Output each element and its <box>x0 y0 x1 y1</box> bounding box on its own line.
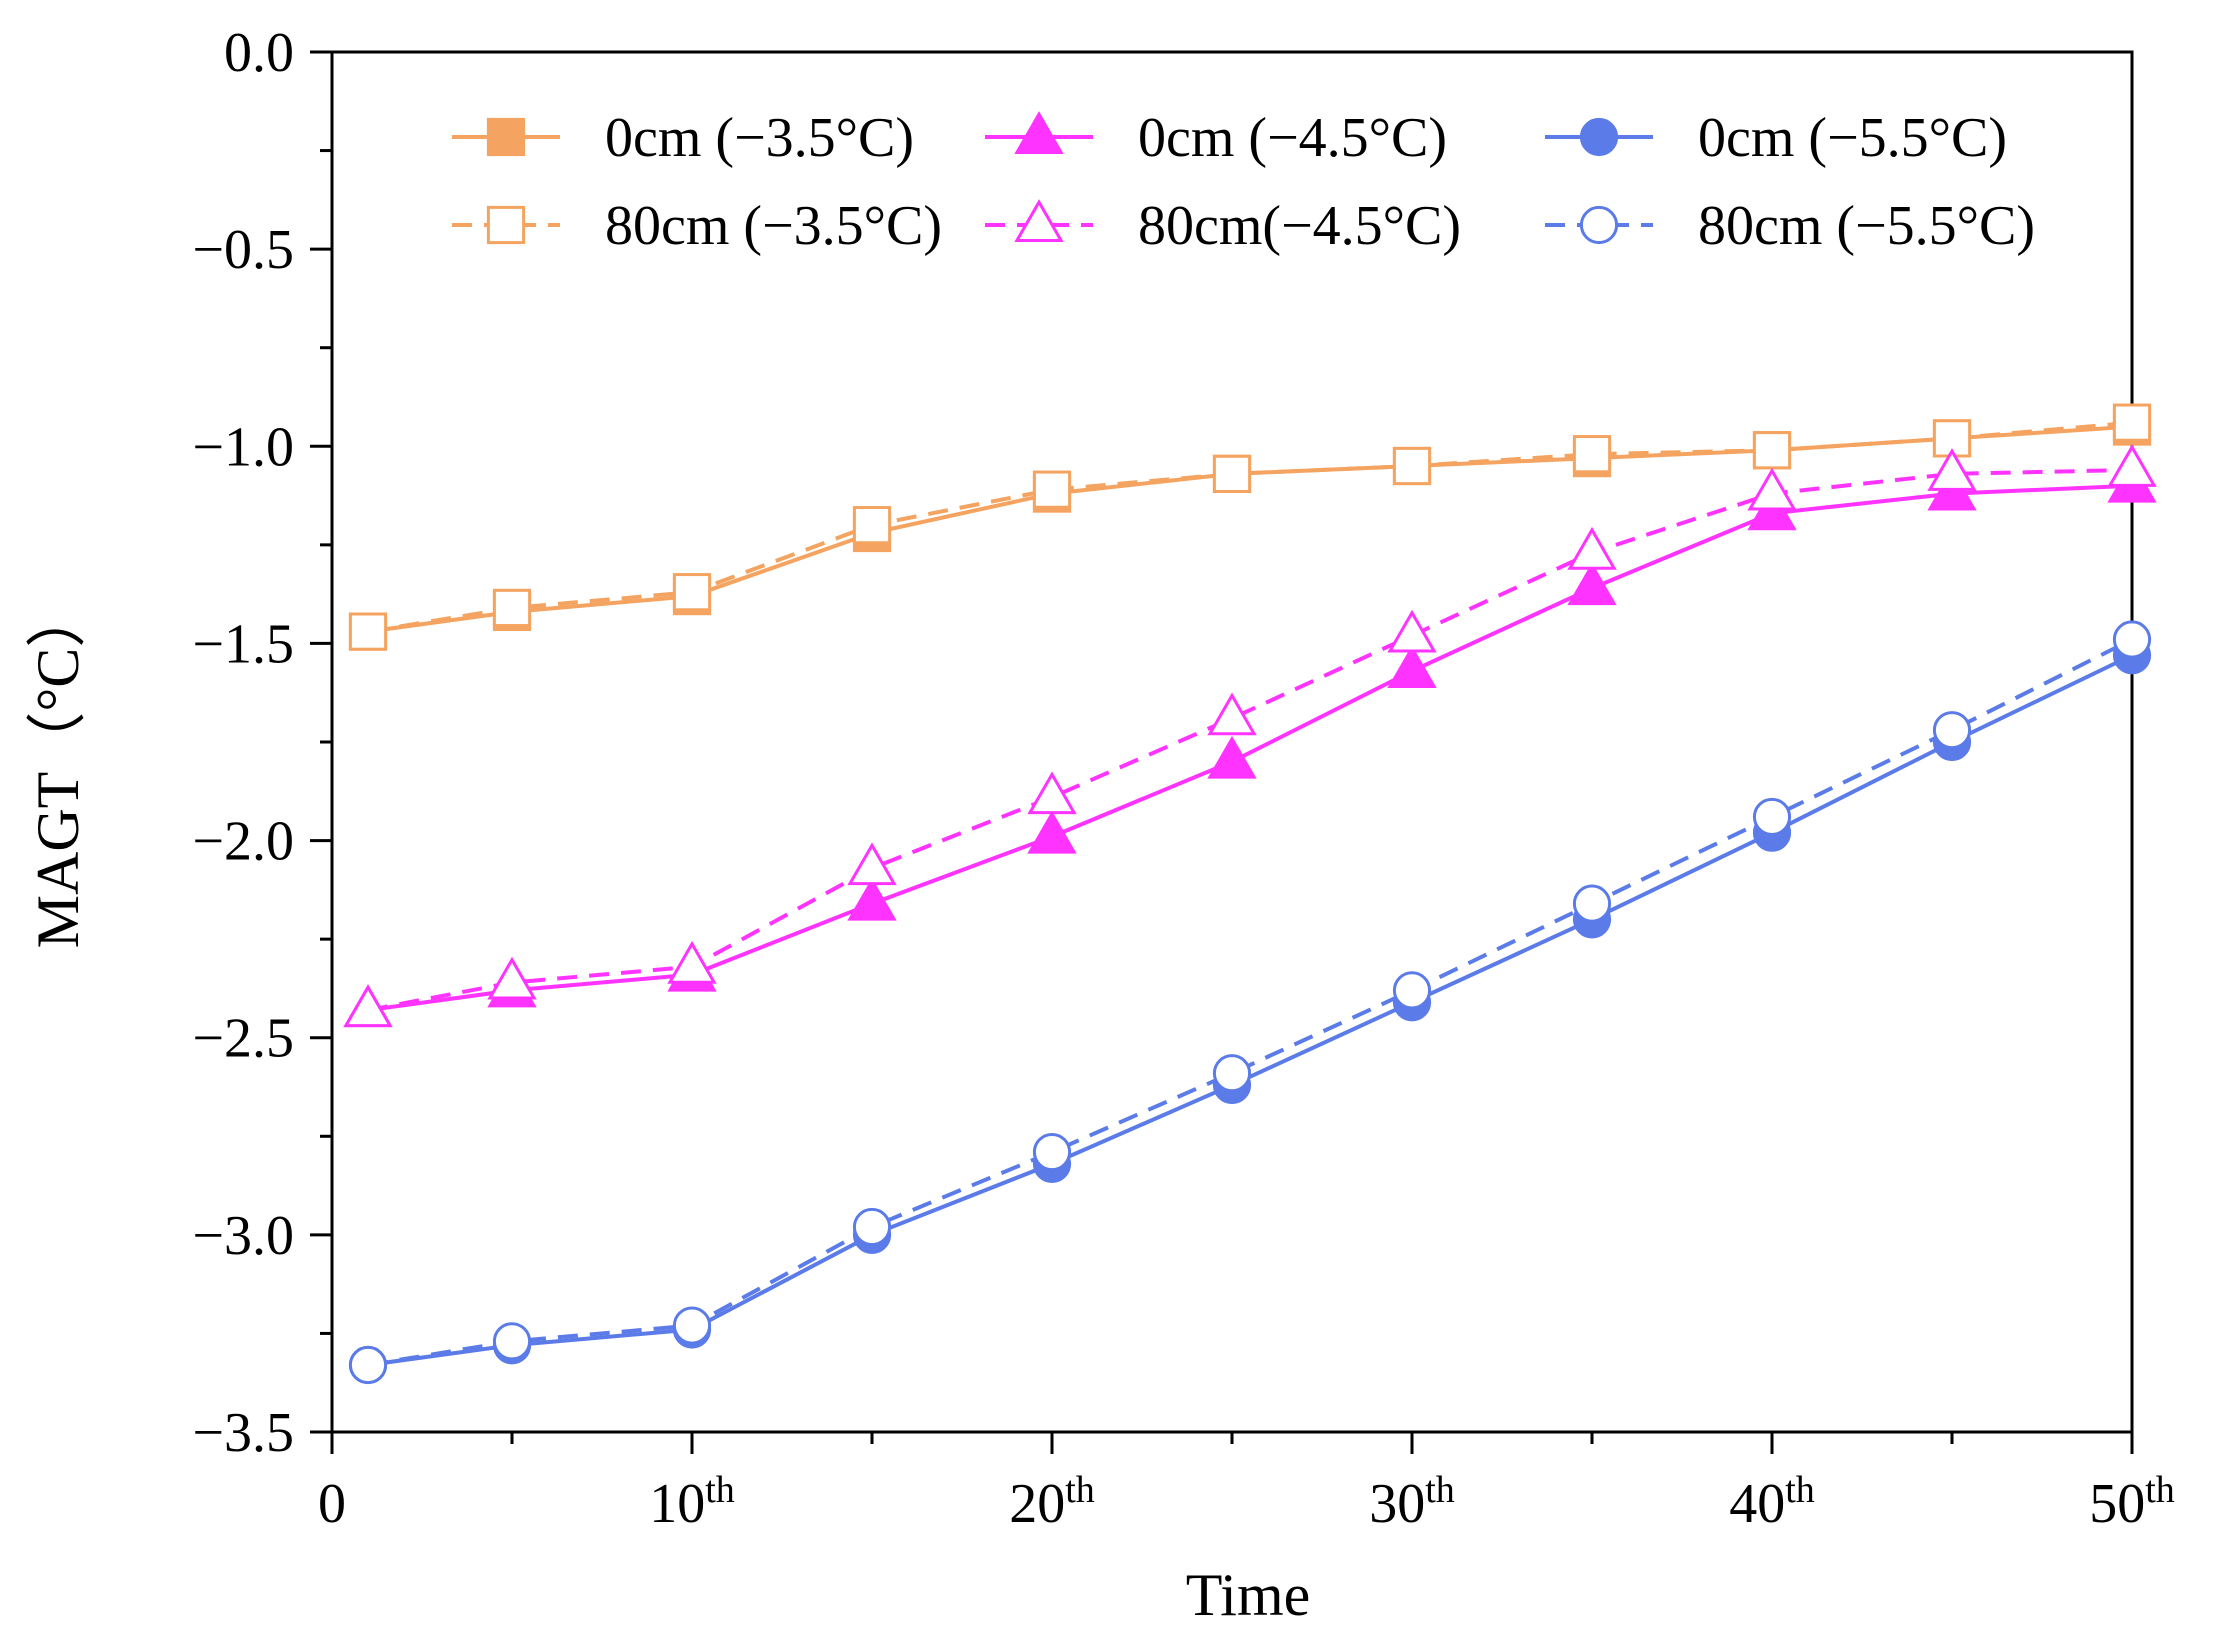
legend-item: 80cm(−4.5°C) <box>985 195 1461 257</box>
legend-marker <box>1579 117 1619 157</box>
data-point <box>1387 609 1437 653</box>
data-point <box>852 1207 892 1247</box>
data-point <box>1392 446 1432 486</box>
data-point <box>343 984 393 1028</box>
y-tick-label: 0.0 <box>224 22 294 84</box>
data-point <box>348 1345 388 1385</box>
data-point <box>1212 454 1252 493</box>
series-3 <box>348 403 2152 651</box>
legend-marker <box>1014 199 1064 242</box>
data-point <box>1207 735 1257 779</box>
x-tick-label: 20th <box>1009 1469 1095 1535</box>
x-tick-label: 10th <box>649 1469 735 1535</box>
series-line <box>367 653 2133 1367</box>
legend-item: 0cm (−5.5°C) <box>1545 107 2007 169</box>
series-1 <box>343 459 2157 1028</box>
data-point <box>672 1306 712 1345</box>
x-tick-label: 50th <box>2089 1469 2175 1535</box>
legend-marker <box>1014 111 1064 154</box>
data-point <box>1752 797 1792 837</box>
series-line <box>367 467 2133 1013</box>
x-tick-label: 0 <box>318 1473 346 1535</box>
data-point <box>1392 971 1432 1010</box>
x-tick-label: 40th <box>1729 1469 1815 1535</box>
y-tick-label: −2.0 <box>192 811 294 873</box>
data-point <box>847 842 897 886</box>
legend-label: 0cm (−5.5°C) <box>1698 107 2007 169</box>
data-point <box>2107 444 2157 487</box>
data-point <box>847 877 897 921</box>
legend-marker <box>1579 205 1619 245</box>
y-tick-label: −1.0 <box>192 416 294 478</box>
legend-label: 0cm (−3.5°C) <box>605 107 914 169</box>
axes: 0.0 −0.5 −1.0 −1.5 −2.0 −2.5 −3.0 −3.5 0 10th 20th… <box>192 22 2174 1535</box>
legend-item: 0cm (−4.5°C) <box>985 107 1447 169</box>
y-tick-label: −3.0 <box>192 1205 294 1267</box>
series-4 <box>343 444 2157 1028</box>
data-point <box>1567 562 1617 606</box>
legend-label: 80cm (−3.5°C) <box>605 195 942 257</box>
data-point <box>667 940 717 984</box>
series-0 <box>348 407 2152 651</box>
data-point <box>1747 467 1797 511</box>
data-point <box>672 573 712 612</box>
data-point <box>1207 692 1257 736</box>
x-tick-label: 30th <box>1369 1469 1455 1535</box>
data-point <box>1932 711 1972 750</box>
data-point <box>1572 435 1612 474</box>
data-point <box>2112 620 2152 659</box>
legend-marker <box>486 117 526 157</box>
legend-label: 80cm(−4.5°C) <box>1138 195 1461 257</box>
legend-item: 80cm (−3.5°C) <box>452 195 942 257</box>
y-tick-label: −3.5 <box>192 1402 294 1464</box>
legend-label: 0cm (−4.5°C) <box>1138 107 1447 169</box>
x-axis-title: Time <box>1186 1562 1311 1628</box>
legend-item: 0cm (−3.5°C) <box>452 107 914 169</box>
data-point <box>852 506 892 545</box>
data-point <box>487 956 537 1000</box>
series-2 <box>348 636 2152 1385</box>
y-tick-label: −1.5 <box>192 613 294 675</box>
data-point <box>1032 470 1072 509</box>
data-point <box>1927 448 1977 491</box>
series-layer <box>343 403 2157 1385</box>
legend-marker <box>486 205 526 245</box>
y-tick-label: −0.5 <box>192 219 294 281</box>
data-point <box>1387 645 1437 688</box>
legend: 0cm (−3.5°C) 0cm (−4.5°C) 0cm (−5.5°C) 80cm… <box>452 107 2035 257</box>
data-point <box>2112 403 2152 442</box>
data-point <box>348 612 388 651</box>
data-point <box>492 1322 532 1361</box>
data-point <box>1212 1054 1252 1093</box>
series-5 <box>348 620 2152 1385</box>
y-axis-title: MAGT（°C） <box>25 588 91 949</box>
data-point <box>1572 884 1612 923</box>
data-point <box>1032 1132 1072 1172</box>
legend-item: 80cm (−5.5°C) <box>1545 195 2035 257</box>
data-point <box>1027 771 1077 815</box>
series-line <box>367 483 2133 1013</box>
y-tick-label: −2.5 <box>192 1008 294 1070</box>
data-point <box>1752 431 1792 470</box>
data-point <box>492 588 532 628</box>
legend-label: 80cm (−5.5°C) <box>1698 195 2035 257</box>
series-line <box>367 637 2133 1367</box>
data-point <box>1027 810 1077 854</box>
data-point <box>1567 526 1617 570</box>
